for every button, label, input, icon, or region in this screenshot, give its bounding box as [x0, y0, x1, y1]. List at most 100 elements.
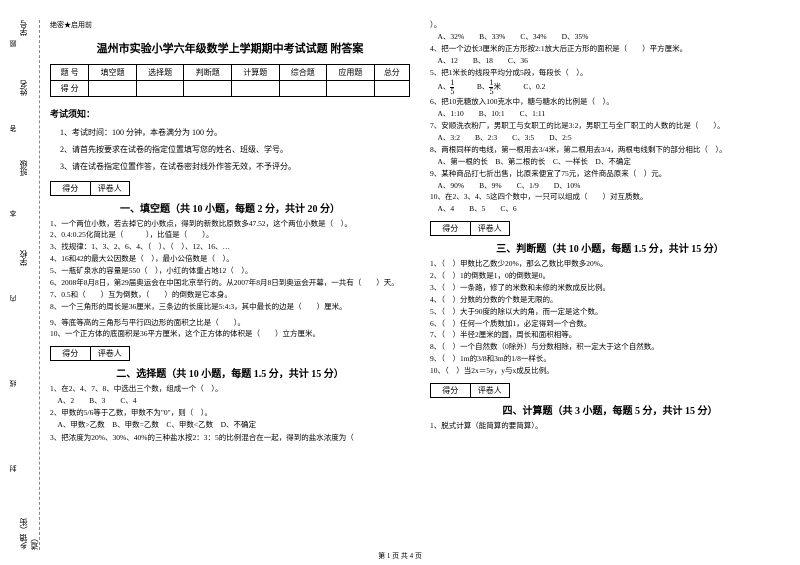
question: 7、0.5和（ ）互为倒数，（ ）的倒数是它本身。	[50, 290, 410, 301]
question: 3、把浓度为20%、30%、40%的三种盐水按2：3：5的比例混合在一起，得到的…	[50, 433, 410, 444]
th: 总分	[374, 65, 409, 81]
question: 9、（ ）1m的3/8和3m的1/8一样长。	[430, 354, 790, 365]
left-column: 绝密★启用前 温州市实验小学六年级数学上学期期中考试试题 附答案 题 号 填空题…	[50, 20, 410, 550]
td: 得 分	[51, 81, 89, 97]
table-row: 得 分	[51, 81, 410, 97]
section-title: 二、选择题（共 10 小题，每题 1.5 分，共计 15 分）	[50, 365, 410, 380]
grade-label: 得分	[431, 384, 471, 397]
th: 题 号	[51, 65, 89, 81]
bind-char: 题	[8, 40, 18, 47]
question: 9、等底等高的三角形与平行四边形的面积之比是（ ）。	[50, 318, 410, 329]
question: 1、脱式计算（能简算的要简算）。	[430, 421, 790, 432]
bind-char: 封	[8, 465, 18, 472]
bind-char: 答	[8, 125, 18, 132]
question: 5、把1米长的线段平均分成5段，每段长（ ）。	[430, 68, 790, 79]
question: 5、一瓶矿泉水的容量是550（ ），小红的体重占地12（ ）。	[50, 266, 410, 277]
right-column: ）。 A、32% B、33% C、34% D、35% 4、把一个边长3厘米的正方…	[430, 20, 790, 550]
th: 综合题	[279, 65, 327, 81]
opt-label: B、	[454, 83, 489, 92]
td	[231, 81, 279, 97]
grade-label: 评卷人	[91, 347, 130, 360]
bind-char: 本	[8, 210, 18, 217]
bind-label: 班级	[18, 160, 29, 176]
grade-label: 评卷人	[91, 182, 130, 195]
section-title: 四、计算题（共 3 小题，每题 5 分，共计 15 分）	[430, 402, 790, 417]
question-opts: A、12 B、18 C、36	[430, 56, 790, 67]
table-row: 题 号 填空题 选择题 判断题 计算题 综合题 应用题 总分	[51, 65, 410, 81]
grade-box: 得分 评卷人	[430, 221, 510, 236]
th: 应用题	[327, 65, 375, 81]
question: 2、甲数的5/6等于乙数，甲数不为"0"，则（ ）。	[50, 408, 410, 419]
question: 4、把一个边长3厘米的正方形按2:1放大后正方形的面积是（ ）平方厘米。	[430, 44, 790, 55]
exam-title: 温州市实验小学六年级数学上学期期中考试试题 附答案	[50, 40, 410, 56]
td	[184, 81, 232, 97]
question-opts: A、甲数>乙数 B、甲数=乙数 C、甲数<乙数 D、不确定	[50, 420, 410, 431]
th: 判断题	[184, 65, 232, 81]
binding-margin: 学号 姓名 班级 学校 乡镇（街道） 题 答 本 内 线 封	[10, 20, 40, 550]
grade-box: 得分 评卷人	[430, 383, 510, 398]
bind-label: 姓名	[18, 80, 29, 96]
question: 1、在2、4、7、8、中选出三个数，组成一个（ ）。	[50, 384, 410, 395]
question: 6、（ ）任何一个质数加1，必定得到一个合数。	[430, 319, 790, 330]
question: 1、一个两位小数，若去掉它的小数点，得到的新数比原数多47.52，这个两位小数是…	[50, 219, 410, 230]
th: 计算题	[231, 65, 279, 81]
exam-page: 学号 姓名 班级 学校 乡镇（街道） 题 答 本 内 线 封 绝密★启用前 温州…	[0, 0, 800, 565]
opt-label: 米 C、0.2	[493, 83, 545, 92]
question: 8、（ ）一个自然数（0除外）与分数相除，积一定大于这个自然数。	[430, 342, 790, 353]
th: 填空题	[89, 65, 137, 81]
opt-label: A、	[438, 83, 451, 92]
score-table: 题 号 填空题 选择题 判断题 计算题 综合题 应用题 总分 得 分	[50, 64, 410, 97]
th: 选择题	[136, 65, 184, 81]
content-area: 绝密★启用前 温州市实验小学六年级数学上学期期中考试试题 附答案 题 号 填空题…	[40, 20, 790, 550]
section-title: 三、判断题（共 10 小题，每题 1.5 分，共计 15 分）	[430, 240, 790, 255]
question-opts: A、1:10 B、10:1 C、1:11	[430, 109, 790, 120]
question-opts: A、90% B、9% C、1/9 D、10%	[430, 181, 790, 192]
question-opts: A、15 B、15米 C、0.2	[430, 79, 790, 96]
bind-label: 乡镇（街道）	[18, 510, 40, 550]
question: 6、把10克糖放入100克水中，糖与糖水的比例是（ ）。	[430, 97, 790, 108]
question: 3、（ ）一条路，修了的米数和未修的米数成反比例。	[430, 283, 790, 294]
question: 5、（ ）大于90度的除以大的角，而一定是这个数。	[430, 307, 790, 318]
grade-label: 评卷人	[471, 384, 510, 397]
question: 1、（ ）甲数比乙数少20%，那么乙数比甲数多20%。	[430, 259, 790, 270]
grade-label: 得分	[51, 182, 91, 195]
td	[327, 81, 375, 97]
grade-label: 评卷人	[471, 222, 510, 235]
td	[279, 81, 327, 97]
td	[89, 81, 137, 97]
question: 4、16和42的最大公因数是（ ），最小公倍数是（ ）。	[50, 254, 410, 265]
question: 3、找规律：1、3、2、6、4、（ ）、（ ）、12、16、…	[50, 242, 410, 253]
question-opts: A、第一根的长 B、第二根的长 C、一样长 D、不确定	[430, 157, 790, 168]
question: 10、（ ）当2x＝5y，y与x成反比例。	[430, 366, 790, 377]
bind-char: 内	[8, 295, 18, 302]
notice-item: 3、请在试卷指定位置作答，在试卷密封线外作答无效，不予评分。	[60, 161, 410, 172]
bind-label: 学校	[18, 250, 29, 266]
question: 10、在2、3、4、5这四个数中，一只可以组成（ ）对互质数。	[430, 192, 790, 203]
grade-label: 得分	[431, 222, 471, 235]
secret-label: 绝密★启用前	[50, 20, 410, 30]
notice-header: 考试须知：	[50, 107, 410, 120]
question-opts: A、2 B、3 C、4	[50, 396, 410, 407]
notice-item: 2、请首先按要求在试卷的指定位置填写您的姓名、班级、学号。	[60, 144, 410, 155]
question: 8、一个三角形的周长是36厘米，三条边的长度比是5:4:3，其中最长的边是（ ）…	[50, 302, 410, 313]
grade-box: 得分 评卷人	[50, 346, 130, 361]
question: 10、一个正方体的底面积是36平方厘米，这个正方体的体积是（ ）立方厘米。	[50, 329, 410, 340]
question: 2、0.4:0.25化简比是（ ），比值是（ ）。	[50, 230, 410, 241]
question-opts: A、32% B、33% C、34% D、35%	[430, 32, 790, 43]
notice-item: 1、考试时间：100 分钟，本卷满分为 100 分。	[60, 127, 410, 138]
question: ）。	[430, 20, 790, 31]
question: 2、（ ）1的倒数是1，0的倒数是0。	[430, 271, 790, 282]
section-title: 一、填空题（共 10 小题，每题 2 分，共计 20 分）	[50, 200, 410, 215]
question: 4、（ ）分数的分数的个数是无限的。	[430, 295, 790, 306]
bind-label: 学号	[18, 20, 29, 36]
question: 8、两根同样的电线，第一根用去3/4米，第二根用去3/4，两根电线剩下的部分相比…	[430, 145, 790, 156]
grade-label: 得分	[51, 347, 91, 360]
bind-char: 线	[8, 380, 18, 387]
question: 6、2008年8月8日，第29届奥运会在中国北京举行的。从2007年8月8日到奥…	[50, 278, 410, 289]
question: 7、（ ）半径2厘米的圆，周长和面积相等。	[430, 330, 790, 341]
td	[374, 81, 409, 97]
question: 9、某种商品打七折出售，比原来便宜了75元，这件商品原来（ ）元。	[430, 169, 790, 180]
question: 7、安顺洗衣粉厂，男职工与女职工的比是3:2，男职工与全厂职工的人数的比是（ ）…	[430, 121, 790, 132]
question-opts: A、3:2 B、2:3 C、3:5 D、2:5	[430, 133, 790, 144]
td	[136, 81, 184, 97]
